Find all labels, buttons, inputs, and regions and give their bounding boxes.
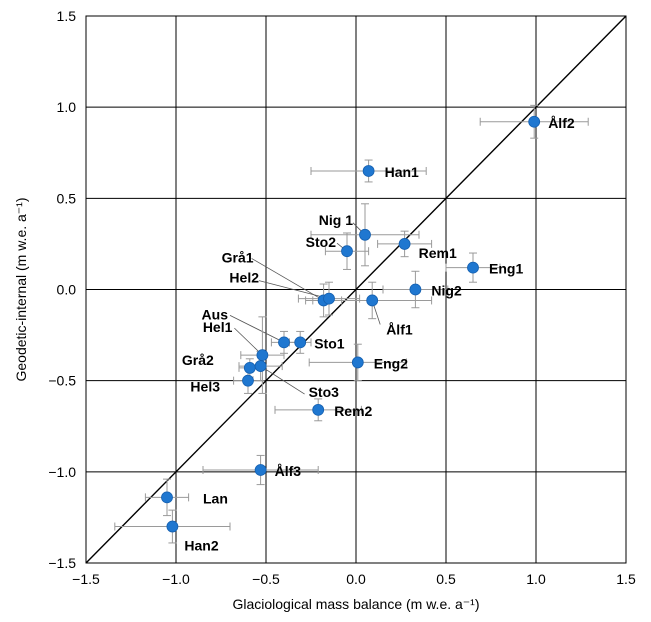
point-label: Sto2 [306,234,337,250]
y-tick-label: 0.0 [57,282,77,298]
point-label: Eng2 [374,355,408,371]
point-label: Ålf1 [386,321,413,337]
data-point [256,349,269,362]
data-points [161,115,541,533]
data-point [242,374,254,387]
point-label: Grå1 [222,249,254,265]
point-label: Han2 [184,538,218,554]
label-leader-line [258,280,330,300]
point-label: Rem2 [334,403,372,419]
label-leader-line [260,365,305,395]
x-tick-label: 1.0 [526,571,546,587]
point-label: Lan [203,490,228,506]
x-tick-label: 1.5 [616,571,636,587]
data-point [312,403,325,416]
point-label: Sto3 [309,384,340,400]
data-point [254,360,267,372]
x-tick-label: 0.0 [346,571,366,587]
y-tick-label: −1.5 [48,555,76,571]
data-point [362,165,375,177]
y-tick-label: −0.5 [48,373,76,389]
data-point [243,362,256,374]
point-label: Hel1 [203,319,233,335]
point-label: Hel3 [190,379,220,395]
label-leader-line [234,327,263,356]
data-point [278,336,290,349]
y-tick-label: 1.5 [57,8,77,24]
data-point [161,491,173,504]
x-tick-label: −1.0 [162,571,190,587]
point-label: Nig2 [431,283,462,299]
x-tick-label: 0.5 [436,571,456,587]
x-axis-title: Glaciological mass balance (m w.e. a⁻¹) [232,596,479,612]
point-label: Aus [202,306,229,322]
y-tick-label: −1.0 [48,464,76,480]
point-label: Ålf3 [275,463,302,479]
point-label: Eng1 [489,261,523,277]
data-point [409,283,422,296]
point-label: Hel2 [229,270,259,286]
one-to-one-line [85,15,627,564]
plot-frame [85,15,627,564]
point-label: Nig 1 [319,212,353,228]
error-bars [114,104,589,544]
y-tick-label: 1.0 [57,99,77,115]
data-point [467,261,479,274]
data-point [351,356,364,369]
point-label: Rem1 [419,245,457,261]
point-labels: Ålf2 Han1 Nig 1 Rem1 Sto2 Eng1 Grå1 Hel2 Nig2 Ålf… [182,115,575,554]
data-point [341,245,353,258]
data-point [359,228,371,241]
label-leader-line [251,258,324,301]
data-point [398,238,411,250]
data-point [294,336,307,349]
data-point [366,294,379,307]
x-tick-label: −0.5 [252,571,280,587]
label-leader-line [229,315,285,343]
data-point [528,115,541,128]
data-point [166,520,179,533]
data-point [254,464,267,476]
point-label: Grå2 [182,352,214,368]
tick-labels: −1.5 −1.0 −0.5 0.0 0.5 1.0 1.5 −1.5 −1.0 −0.5 0.0 0… [48,8,636,587]
data-point [323,292,335,305]
point-label: Han1 [385,164,419,180]
point-label: Sto1 [314,335,345,351]
point-label: Ålf2 [548,115,575,131]
y-axis-title: Geodetic-internal (m w.e. a⁻¹) [13,197,29,381]
y-tick-label: 0.5 [57,190,77,206]
x-tick-label: −1.5 [72,571,100,587]
